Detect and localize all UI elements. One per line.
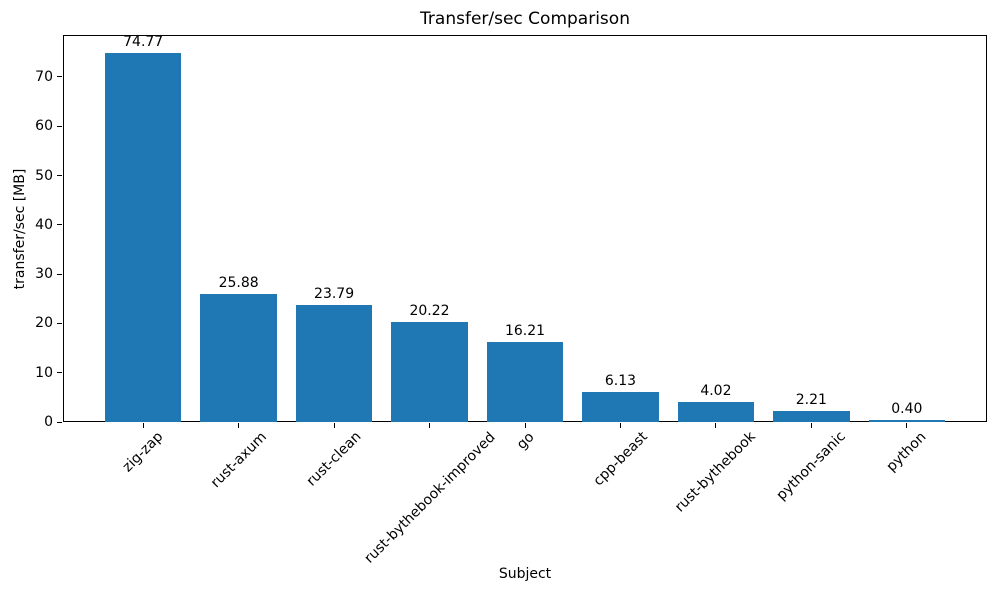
bar-value-label: 6.13	[604, 372, 637, 389]
bar-value-label: 0.40	[891, 401, 923, 418]
bar-value-label: 23.79	[314, 285, 355, 302]
y-tick-label: 20	[35, 315, 53, 332]
x-tick-label: go	[513, 428, 538, 453]
bar	[773, 411, 850, 422]
bar	[200, 294, 277, 422]
bar-value-label: 2.21	[795, 392, 827, 409]
bar-value-label: 20.22	[409, 303, 450, 320]
x-tick	[524, 423, 526, 428]
y-tick-label: 30	[35, 266, 53, 283]
y-tick-label: 0	[44, 414, 53, 430]
bar	[391, 322, 468, 422]
y-tick-label: 40	[35, 216, 53, 233]
x-tick	[429, 423, 431, 428]
x-tick-label: rust-clean	[303, 428, 365, 490]
y-tick	[57, 322, 62, 324]
bar	[486, 342, 564, 422]
y-tick	[57, 125, 62, 127]
y-tick	[57, 421, 62, 423]
x-tick-label: python-sanic	[773, 428, 850, 505]
x-axis-label: Subject	[498, 566, 552, 582]
x-tick-label: cpp-beast	[590, 428, 651, 490]
x-tick-label: python	[883, 428, 930, 475]
y-tick	[57, 175, 62, 176]
x-tick-label: zig-zap	[119, 428, 167, 476]
x-tick	[619, 423, 621, 428]
x-tick-label: rust-bythebook	[672, 429, 760, 516]
x-tick	[142, 423, 144, 428]
y-tick-label: 50	[35, 167, 53, 184]
bar	[582, 391, 659, 422]
y-tick	[57, 372, 62, 374]
y-tick-label: 10	[35, 364, 53, 381]
x-tick	[715, 423, 717, 428]
bar-value-label: 4.02	[700, 383, 732, 400]
x-tick	[810, 423, 812, 428]
x-tick	[333, 423, 335, 428]
bar	[677, 402, 755, 422]
bar-value-label: 74.77	[123, 34, 164, 51]
x-tick-label: rust-axum	[207, 429, 270, 492]
x-tick	[238, 423, 240, 428]
y-tick-label: 70	[35, 68, 53, 85]
y-tick	[57, 224, 62, 226]
x-tick	[906, 423, 908, 428]
bar	[105, 53, 182, 422]
bar	[295, 304, 373, 422]
bar	[868, 420, 945, 422]
bar-value-label: 16.21	[504, 323, 546, 340]
y-tick	[57, 76, 62, 78]
x-tick-label: rust-bythebook-improved	[360, 428, 499, 567]
chart-title: Transfer/sec Comparison	[420, 9, 630, 29]
y-tick-label: 60	[35, 118, 53, 135]
y-tick	[57, 273, 62, 275]
bar-value-label: 25.88	[218, 275, 259, 292]
